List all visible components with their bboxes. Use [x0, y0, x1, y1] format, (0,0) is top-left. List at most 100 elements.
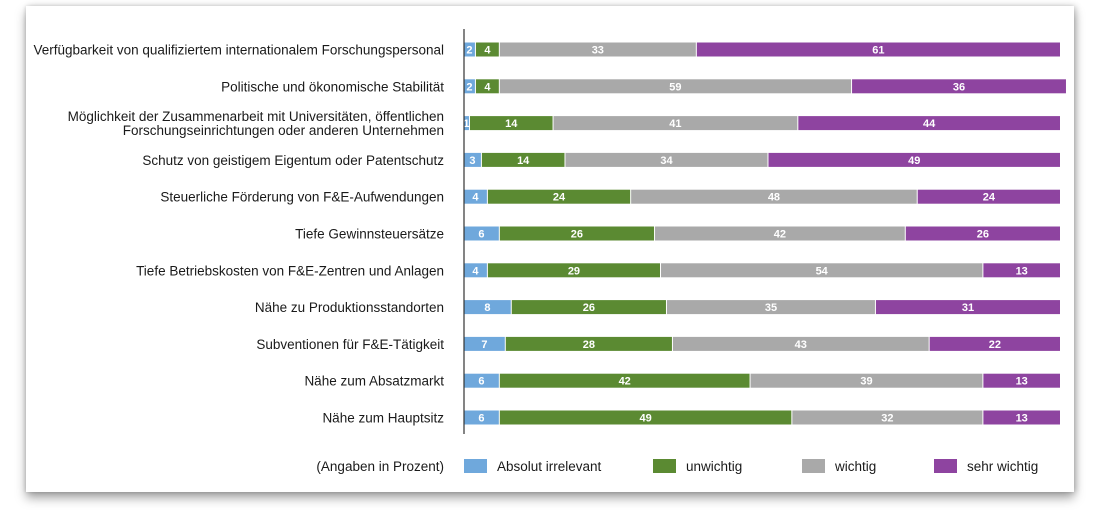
category-label: Nähe zu Produktionsstandorten [255, 300, 444, 315]
data-label: 34 [660, 155, 673, 167]
category-label: Nähe zum Hauptsitz [322, 411, 444, 426]
data-label: 33 [592, 45, 604, 57]
category-label: Tiefe Gewinnsteuersätze [295, 227, 444, 242]
bar-segment [464, 116, 469, 131]
data-label: 59 [669, 81, 681, 93]
data-label: 43 [795, 339, 807, 351]
bar-segment [750, 373, 983, 388]
data-label: 6 [478, 376, 484, 388]
data-label: 24 [983, 192, 996, 204]
category-label: Steuerliche Förderung von F&E-Aufwendung… [160, 190, 444, 205]
data-label: 14 [505, 118, 518, 130]
bar-segment [696, 42, 1060, 57]
bar-segment [655, 226, 905, 241]
legend: (Angaben in Prozent) Absolut irrelevant un… [316, 459, 1038, 474]
bar-segment [983, 263, 1060, 278]
data-label: 36 [953, 81, 965, 93]
data-label: 26 [977, 229, 989, 241]
bar-segment [768, 152, 1060, 167]
bar-segment [487, 263, 661, 278]
legend-note: (Angaben in Prozent) [316, 459, 444, 474]
bar-segment [672, 336, 929, 351]
bar-segment [475, 42, 499, 57]
bar-segment [499, 226, 655, 241]
data-label: 42 [619, 376, 631, 388]
data-label: 13 [1016, 376, 1028, 388]
category-label: Nähe zum Absatzmarkt [304, 374, 444, 389]
data-label: 35 [765, 302, 777, 314]
data-label: 2 [466, 45, 472, 57]
legend-label: Absolut irrelevant [497, 459, 602, 474]
bar-segment [464, 300, 511, 315]
category-label: Politische und ökonomische Stabilität [221, 79, 444, 94]
legend-label: unwichtig [686, 459, 742, 474]
category-label: Möglichkeit der Zusammenarbeit mit Unive… [68, 109, 444, 138]
data-label: 2 [466, 81, 472, 93]
data-label: 39 [860, 376, 872, 388]
data-label: 61 [872, 45, 884, 57]
category-label: Subventionen für F&E-Tätigkeit [256, 337, 444, 352]
category-labels: Verfügbarkeit von qualifiziertem interna… [34, 43, 445, 426]
bar-segment [983, 373, 1060, 388]
data-label: 44 [923, 118, 936, 130]
bar-segment [875, 300, 1060, 315]
category-label: Verfügbarkeit von qualifiziertem interna… [34, 43, 444, 58]
data-label: 42 [774, 229, 786, 241]
bar-segment [505, 336, 672, 351]
legend-swatch [934, 459, 957, 473]
legend-swatch [653, 459, 676, 473]
bar-segment [905, 226, 1060, 241]
bar-segment [565, 152, 768, 167]
bar-segment [487, 189, 631, 204]
bar-segment [499, 373, 750, 388]
bar-segment [464, 226, 499, 241]
data-label: 4 [484, 45, 491, 57]
bar-segment [469, 116, 553, 131]
bar-segment [666, 300, 875, 315]
category-label: Tiefe Betriebskosten von F&E-Zentren und… [136, 263, 444, 278]
bar-segment [499, 42, 696, 57]
bar-segment [464, 79, 475, 94]
data-label: 41 [669, 118, 681, 130]
data-label: 6 [478, 229, 484, 241]
data-label: 3 [469, 155, 475, 167]
bar-segment [983, 410, 1060, 425]
data-label: 31 [962, 302, 974, 314]
bar-segment [661, 263, 983, 278]
chart-card: Verfügbarkeit von qualifiziertem interna… [26, 6, 1074, 492]
data-label: 1 [463, 118, 469, 130]
data-label: 4 [484, 81, 491, 93]
bar-segment [792, 410, 983, 425]
bar-segment [499, 79, 852, 94]
data-label: 54 [816, 265, 829, 277]
bar-segment [631, 189, 917, 204]
data-label: 13 [1016, 413, 1028, 425]
legend-swatch [802, 459, 825, 473]
bars: 2 4 33 612 4 59 361 14 41 443 14 34 494 24 48 246 26 42 26… [463, 42, 1066, 425]
bar-segment [553, 116, 798, 131]
data-label: 14 [517, 155, 530, 167]
bar-segment [499, 410, 792, 425]
data-label: 26 [571, 229, 583, 241]
data-label: 48 [768, 192, 780, 204]
bar-segment [475, 79, 499, 94]
bar-segment [464, 42, 475, 57]
bar-segment [511, 300, 666, 315]
bar-segment [464, 189, 487, 204]
data-label: 13 [1016, 265, 1028, 277]
legend-label: sehr wichtig [967, 459, 1038, 474]
bar-segment [464, 263, 487, 278]
bar-segment [464, 152, 481, 167]
data-label: 32 [881, 413, 893, 425]
data-label: 49 [908, 155, 920, 167]
bar-segment [929, 336, 1060, 351]
bar-segment [464, 336, 505, 351]
bar-segment [917, 189, 1060, 204]
data-label: 4 [472, 192, 479, 204]
bar-segment [464, 373, 499, 388]
legend-swatch [464, 459, 487, 473]
bar-segment [852, 79, 1066, 94]
data-label: 24 [553, 192, 566, 204]
legend-label: wichtig [834, 459, 876, 474]
data-label: 6 [478, 413, 484, 425]
